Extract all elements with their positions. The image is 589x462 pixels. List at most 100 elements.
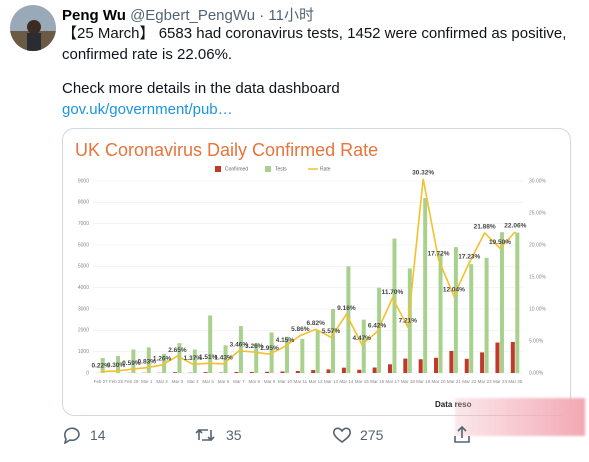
x-tick-label: Mar 25 — [508, 379, 523, 384]
data-label: 5.57% — [322, 328, 341, 335]
legend-swatch — [265, 166, 271, 172]
x-tick-label: Mar 16 — [370, 379, 385, 384]
bar — [357, 369, 362, 373]
bar — [484, 257, 489, 373]
bar — [480, 352, 485, 373]
x-tick-label: Mar 6 — [218, 379, 230, 384]
bar — [407, 268, 412, 373]
tweet-text: 【25 March】 6583 had coronavirus tests, 1… — [62, 25, 567, 63]
x-tick-label: Feb 27 — [94, 379, 109, 384]
data-label: 7.21% — [399, 318, 418, 325]
media-card[interactable]: UK Coronavirus Daily Confirmed Rate Data… — [62, 128, 571, 416]
data-label: 22.06% — [504, 223, 526, 230]
bar — [172, 372, 177, 373]
bar — [361, 319, 366, 373]
reply-count[interactable]: 14 — [90, 427, 106, 443]
bar — [453, 247, 458, 373]
data-label: 17.23% — [458, 253, 480, 260]
x-tick-label: Mar 4 — [187, 379, 199, 384]
bar — [265, 371, 270, 373]
bar — [177, 343, 182, 373]
data-label: 1.37% — [184, 355, 203, 362]
y-tick-label: 2000 — [78, 328, 89, 334]
y-tick-label: 7000 — [78, 221, 89, 227]
y2-tick-label: 30.00% — [529, 178, 547, 184]
bar — [392, 238, 397, 373]
x-tick-label: Mar 20 — [432, 379, 447, 384]
bar — [423, 198, 428, 373]
legend-label: Confirmed — [225, 166, 248, 172]
bar — [284, 336, 289, 373]
legend-label: Rate — [320, 166, 331, 172]
x-tick-label: Mar 15 — [355, 379, 370, 384]
x-tick-label: Mar 9 — [264, 379, 276, 384]
x-tick-label: Mar 12 — [309, 379, 324, 384]
data-label: 19.50% — [489, 239, 511, 246]
y-tick-label: 4000 — [78, 285, 89, 291]
y2-tick-label: 25.00% — [529, 210, 547, 216]
y-tick-label: 9000 — [78, 178, 89, 184]
bar — [311, 370, 316, 373]
data-label: 5.86% — [291, 326, 310, 333]
bar — [300, 338, 305, 373]
y-tick-label: 0 — [86, 370, 89, 376]
data-label: 0.30% — [107, 362, 126, 369]
bar — [387, 364, 392, 373]
data-label: 21.88% — [474, 224, 496, 231]
bar — [100, 358, 105, 373]
bar — [295, 370, 300, 373]
y-tick-label: 1000 — [78, 349, 89, 355]
chart: UK Coronavirus Daily Confirmed Rate Data… — [75, 140, 547, 409]
retweet-icon[interactable] — [194, 426, 216, 444]
data-label: 17.72% — [428, 250, 450, 257]
data-label: 0.59% — [122, 360, 141, 367]
legend-swatch — [215, 166, 221, 172]
bar — [438, 253, 443, 373]
like-count[interactable]: 275 — [360, 427, 384, 443]
y2-tick-label: 15.00% — [529, 274, 547, 280]
x-tick-label: Mar 19 — [416, 379, 431, 384]
data-label: 4.47% — [353, 335, 372, 342]
x-tick-label: Mar 23 — [478, 379, 493, 384]
bar — [469, 264, 474, 373]
rate-line — [100, 178, 516, 373]
reply-icon[interactable] — [62, 426, 82, 444]
data-label: 12.04% — [443, 287, 465, 294]
bar — [238, 326, 243, 373]
bar — [208, 315, 213, 373]
like-icon[interactable] — [332, 426, 352, 444]
user-name[interactable]: Peng Wu — [62, 7, 126, 24]
bar — [203, 372, 208, 373]
retweet-count[interactable]: 35 — [226, 427, 242, 443]
user-handle[interactable]: @Egbert_PengWu · 11小时 — [130, 7, 314, 24]
bar — [116, 355, 121, 373]
bar — [223, 345, 228, 373]
bar — [510, 342, 515, 373]
bar — [418, 359, 423, 373]
x-tick-label: Mar 1 — [141, 379, 153, 384]
bar — [434, 357, 439, 373]
y-tick-label: 6000 — [78, 242, 89, 248]
avatar[interactable] — [10, 5, 56, 51]
x-tick-label: Mar 5 — [202, 379, 214, 384]
data-label: 9.16% — [337, 305, 356, 312]
bar — [372, 367, 377, 373]
y2-tick-label: 0.00% — [529, 370, 544, 376]
data-label: 3.26% — [245, 343, 264, 350]
data-label: 1.26% — [153, 356, 172, 363]
x-tick-label: Mar 13 — [324, 379, 339, 384]
data-label: 3.46% — [230, 342, 249, 349]
data-label: 2.65% — [168, 347, 187, 354]
data-label: 6.42% — [368, 323, 387, 330]
tweet-link[interactable]: gov.uk/government/pub… — [62, 101, 233, 118]
data-label: 11.70% — [382, 289, 404, 296]
data-label: 1.51% — [199, 354, 218, 361]
share-icon[interactable] — [452, 425, 472, 444]
bar — [331, 309, 336, 373]
x-tick-label: Feb 29 — [124, 379, 139, 384]
y2-tick-label: 10.00% — [529, 306, 547, 312]
bar — [495, 342, 500, 373]
x-tick-label: Mar 24 — [493, 379, 508, 384]
x-tick-label: Mar 3 — [172, 379, 184, 384]
source-note: Data reso — [435, 400, 472, 409]
